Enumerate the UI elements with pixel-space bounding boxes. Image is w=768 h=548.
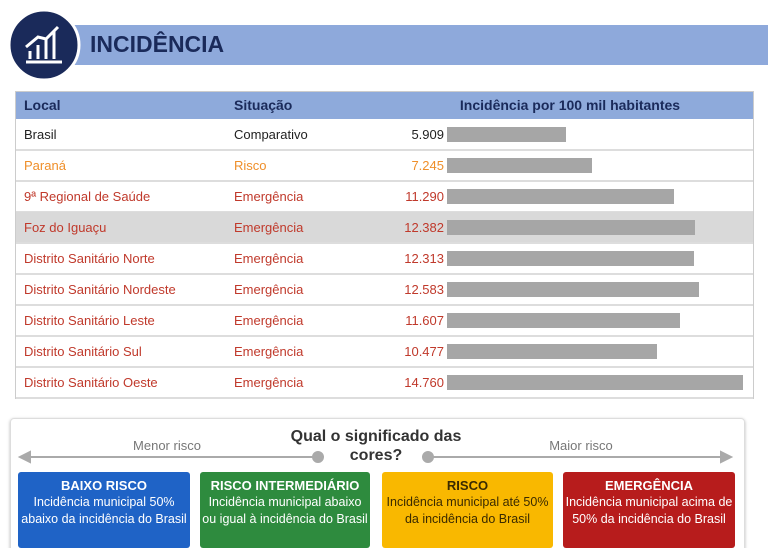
legend-item: EMERGÊNCIA Incidência municipal acima de … [563,472,735,548]
column-header: Incidência por 100 mil habitantes [459,97,681,113]
legend-item-title: RISCO INTERMEDIÁRIO [210,478,360,493]
table-header [16,92,753,119]
local: Distrito Sanitário Oeste [24,375,158,390]
situacao: Emergência [234,220,304,235]
header-band [40,25,768,65]
local: Brasil [24,127,57,142]
local: Distrito Sanitário Sul [24,344,142,359]
header-icon [7,8,81,82]
legend-high: Maior risco [549,438,613,453]
legend-item-text: Incidência municipal acima de 50% da inc… [565,495,733,526]
bar [447,220,696,235]
situacao: Emergência [234,313,304,328]
legend-item-title: EMERGÊNCIA [604,478,694,493]
value-label: 7.245 [411,158,444,173]
value-label: 14.760 [404,375,444,390]
bar [447,189,674,204]
legend-item-title: RISCO [446,478,489,493]
local: Foz do Iguaçu [24,220,107,235]
legend-title: Qual o significado das cores? [290,428,462,464]
situacao: Emergência [234,375,304,390]
header-title: INCIDÊNCIA [90,31,225,57]
legend-item-text: Incidência municipal até 50% da incidênc… [386,495,549,526]
bar [447,313,680,328]
legend-arrows [17,450,734,464]
legend-item-text: Incidência municipal 50% abaixo da incid… [21,495,187,526]
situacao: Comparativo [234,127,308,142]
local: Distrito Sanitário Leste [24,313,155,328]
legend-item-title: BAIXO RISCO [61,478,147,493]
bar [447,158,593,173]
table-row [16,150,753,182]
value-label: 10.477 [404,344,444,359]
situacao: Emergência [234,251,304,266]
table-row [16,243,753,275]
value-label: 12.382 [404,220,444,235]
table: Local Situação Incidência por 100 mil habi… [15,91,754,399]
legend-item: RISCO Incidência municipal até 50% da inc… [382,472,553,548]
situacao: Emergência [234,282,304,297]
column-header: Local [24,97,61,113]
table-row [16,274,753,306]
legend-item: RISCO INTERMEDIÁRIO Incidência municipal … [200,472,370,548]
situacao: Emergência [234,189,304,204]
local: 9ª Regional de Saúde [24,189,151,204]
column-header: Situação [234,97,293,113]
situacao: Risco [234,158,267,173]
bar [447,127,566,142]
bar [447,375,744,390]
legend-item-text: Incidência municipal abaixo ou igual à i… [202,495,368,526]
table-row [16,336,753,368]
legend-panel [10,418,745,548]
value-label: 11.290 [405,189,444,204]
bar [447,344,658,359]
table-row [16,119,753,151]
local: Distrito Sanitário Norte [24,251,155,266]
table-row [16,367,753,399]
local: Distrito Sanitário Nordeste [24,282,176,297]
table-row [16,305,753,337]
value-label: 12.583 [404,282,444,297]
legend-item: BAIXO RISCO Incidência municipal 50% abai… [18,472,190,548]
situacao: Emergência [234,344,304,359]
legend-low: Menor risco [133,438,201,453]
value-label: 11.607 [405,313,444,328]
bar [447,251,695,266]
bar [447,282,700,297]
local: Paraná [24,158,66,173]
value-label: 12.313 [404,251,444,266]
value-label: 5.909 [411,127,444,142]
